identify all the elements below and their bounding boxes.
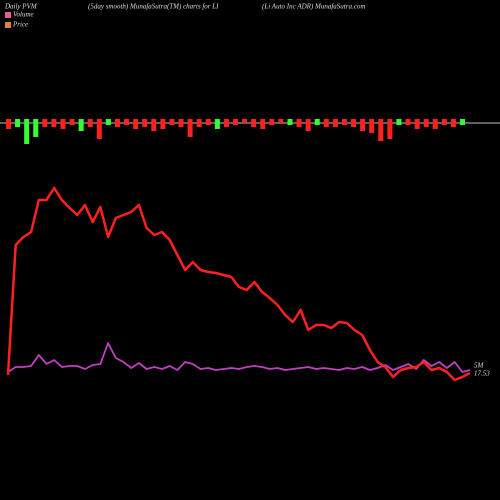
volume-bar <box>460 119 465 125</box>
volume-bar <box>414 119 420 129</box>
volume-bar <box>260 119 266 129</box>
volume-bar <box>24 119 30 144</box>
volume-bar <box>441 119 447 125</box>
volume-bar <box>314 119 320 125</box>
volume-bar <box>33 119 39 137</box>
volume-bar <box>450 119 456 127</box>
chart-title: Daily PVM <box>4 3 38 11</box>
price-line <box>6 186 471 382</box>
volume-annotation: 5M <box>474 362 485 370</box>
volume-bar <box>233 119 238 125</box>
volume-bar <box>42 119 48 127</box>
volume-bar <box>341 119 347 125</box>
chart-subtitle: (5day smooth) MunafaSutra(TM) charts for… <box>88 3 219 11</box>
volume-line <box>7 342 471 373</box>
volume-bar <box>78 119 84 131</box>
legend-label: Price <box>12 21 28 29</box>
volume-bar <box>432 119 438 129</box>
volume-bar <box>323 119 329 127</box>
volume-bar <box>278 119 284 123</box>
volume-bar <box>151 119 157 131</box>
volume-bar <box>169 119 175 125</box>
volume-bar <box>396 119 402 125</box>
volume-bar <box>423 119 429 127</box>
volume-bar <box>87 119 93 127</box>
volume-bar <box>223 119 229 127</box>
volume-bar <box>214 119 220 129</box>
legend-label: Volume <box>13 11 34 19</box>
volume-bar <box>142 119 148 127</box>
legend-swatch <box>5 22 11 28</box>
volume-bar <box>160 119 166 129</box>
volume-bar <box>124 119 130 125</box>
volume-bar <box>133 119 139 129</box>
legend-swatch <box>5 12 11 18</box>
volume-bar <box>96 119 102 139</box>
volume-bar <box>360 119 366 131</box>
volume-bar <box>60 119 66 129</box>
volume-bar <box>15 119 21 127</box>
volume-bar <box>332 119 338 127</box>
volume-bar <box>178 119 184 127</box>
price-annotation: 17.53 <box>474 370 490 378</box>
volume-bar <box>6 119 11 129</box>
volume-bar <box>351 119 357 127</box>
volume-bar <box>305 119 311 131</box>
volume-bar <box>114 119 120 127</box>
volume-bar <box>378 119 384 141</box>
volume-bar <box>105 119 111 125</box>
volume-bar <box>387 119 393 139</box>
volume-bar <box>69 119 75 125</box>
volume-bar <box>369 119 375 133</box>
volume-bar <box>205 119 211 125</box>
volume-bar <box>51 119 57 127</box>
volume-bar <box>296 119 302 127</box>
volume-bar <box>187 119 193 137</box>
chart-source: (Li Auto Inc ADR) MunafaSutra.com <box>262 3 365 11</box>
volume-bar <box>196 119 202 127</box>
volume-bar <box>405 119 411 125</box>
volume-bar <box>287 119 293 125</box>
volume-bar <box>269 119 275 125</box>
volume-bar <box>251 119 257 127</box>
volume-bar <box>242 119 248 123</box>
